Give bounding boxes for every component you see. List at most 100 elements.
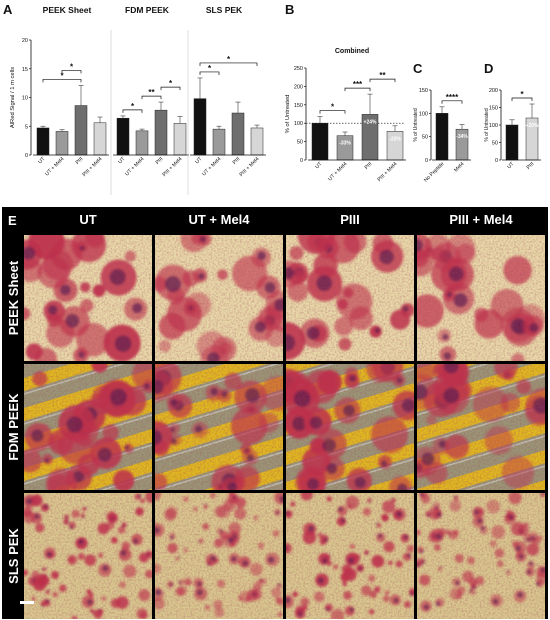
chart-d-y-tick-label: 100 (489, 123, 498, 129)
chart-a-group-1-bar (93, 122, 107, 156)
speckle-texture (24, 235, 152, 361)
chart-a-group-3-bar (250, 127, 264, 156)
micrograph-tile (24, 493, 152, 619)
charts-region: A B C D 0 5 10 15 20 AlRed Signal / 1 m cells… (3, 2, 541, 195)
micrograph-tile-content (417, 364, 545, 490)
speckle-texture (155, 235, 283, 361)
chart-c-y-tick-label: 0 (425, 158, 428, 164)
chart-d-category-label: PIII (526, 161, 536, 171)
chart-a-group-2-category-label: UT + Mel4 (124, 156, 145, 177)
chart-a-y-axis-label: AlRed Signal / 1 m cells (10, 67, 16, 128)
micrograph-tile (155, 493, 283, 619)
chart-b-category-label: UT + Mel4 (327, 161, 348, 182)
chart-c-y-tick-label: 50 (422, 135, 428, 141)
chart-d-category-label: UT (506, 161, 516, 171)
panel-letter-d: D (484, 61, 493, 76)
micrograph-tile (286, 493, 414, 619)
chart-b: 0 50 100 150 200 250 % of Untreated Combined UT -… (285, 48, 406, 183)
chart-a-group-2-significance-bracket (160, 86, 181, 91)
micrograph-tile-content (155, 235, 283, 361)
chart-a-group-1-category-label: PIII + Mel4 (82, 156, 104, 178)
chart-d-y-axis-label: % of Untreated (484, 108, 490, 142)
chart-c-category-label: Mel4 (453, 161, 465, 173)
chart-a-y-tick-label: 0 (25, 153, 28, 159)
chart-a-group-2-bar (116, 117, 130, 156)
row-headers: PEEK Sheet FDM PEEK SLS PEK (6, 260, 21, 584)
chart-d-significance-label: * (520, 90, 524, 99)
micrograph-tile-content (24, 235, 152, 361)
speckle-texture (155, 364, 283, 490)
micrograph-tile-content (155, 364, 283, 490)
chart-a-group-1-title: PEEK Sheet (43, 5, 92, 15)
chart-a-group-2-category-label: PIII (155, 156, 165, 166)
chart-c-y-tick-label: 100 (419, 111, 428, 117)
chart-b-category-label: UT (314, 161, 324, 171)
chart-c-bar-annotation: -34% (456, 134, 468, 140)
chart-d-significance-bracket (511, 97, 533, 101)
chart-c-y-tick-label: 150 (419, 88, 428, 94)
chart-d-bar-annotation: +20% (526, 123, 539, 129)
micrograph-tile-content (417, 493, 545, 619)
chart-a-group-3-category-label: PIII (232, 156, 242, 166)
chart-d-y-tick-label: 200 (489, 88, 498, 94)
chart-d: 0 50 100 150 200 % of Untreated UT +20% PIII * (484, 88, 541, 171)
column-header: PIII + Mel4 (449, 212, 513, 227)
chart-a-group-2-significance-label: * (131, 102, 135, 111)
chart-a-group-2-significance-label: * (169, 79, 173, 88)
chart-a-group-3-category-label: UT (194, 156, 204, 166)
speckle-texture (286, 493, 414, 619)
micrograph-tile-content (286, 493, 414, 619)
chart-d-y-tick-label: 0 (495, 158, 498, 164)
chart-b-y-axis-label: % of Untreated (285, 95, 291, 134)
panel-letter-b: B (285, 2, 294, 17)
column-headers: UT UT + Mel4 PIII PIII + Mel4 (79, 212, 513, 227)
micrograph-tiles (24, 235, 545, 619)
row-header: SLS PEK (6, 528, 21, 584)
chart-b-title: Combined (335, 48, 369, 55)
chart-b-y-tick-label: 250 (294, 66, 303, 72)
chart-a-group-3-category-label: UT + Mel4 (201, 156, 222, 177)
chart-a-group-3-bar (193, 98, 207, 156)
chart-b-bar-annotation: -33% (339, 141, 351, 147)
chart-a-group-2-category-label: PIII + Mel4 (162, 156, 184, 178)
chart-c-significance-bracket (441, 100, 463, 104)
micrograph-tile (286, 364, 414, 490)
chart-c-significance-label: **** (446, 93, 459, 102)
speckle-texture (417, 235, 545, 361)
chart-a-group-1-category-label: PIII (75, 156, 85, 166)
micrograph-tile (417, 364, 545, 490)
chart-a-group-3-category-label: PIII + Mel4 (239, 156, 261, 178)
micrograph-tile (417, 493, 545, 619)
chart-b-bar-annotation: +24% (364, 119, 377, 125)
column-header: PIII (340, 212, 360, 227)
chart-b-y-tick-label: 100 (294, 121, 303, 127)
chart-a-group-3-bar (231, 112, 245, 156)
chart-c: 0 50 100 150 % of Untreated No Peptide -34% Mel… (413, 88, 471, 184)
chart-a-group-1-bar (55, 131, 69, 156)
chart-a-group-2-title: FDM PEEK (125, 5, 170, 15)
chart-b-y-tick-label: 200 (294, 84, 303, 90)
chart-a-group-2-significance-bracket (122, 109, 143, 113)
chart-a-group-2-bar (173, 123, 187, 156)
chart-a: 0 5 10 15 20 AlRed Signal / 1 m cells PEEK She… (10, 5, 266, 195)
chart-b-significance-label: ** (379, 71, 386, 80)
micrograph-tile (286, 235, 414, 361)
chart-a-group-1-significance-bracket (61, 70, 82, 74)
chart-a-y-tick-label: 15 (22, 67, 28, 73)
chart-a-group-1-significance-label: * (60, 71, 64, 80)
micrograph-tile (417, 235, 545, 361)
micrograph-tile-content (24, 364, 152, 490)
chart-a-y-tick-label: 5 (25, 124, 28, 130)
chart-b-y-tick-label: 150 (294, 103, 303, 109)
chart-c-y-axis-label: % of Untreated (413, 108, 419, 142)
micrograph-tile (24, 364, 152, 490)
chart-a-group-1-category-label: UT + Mel4 (44, 156, 65, 177)
speckle-texture (417, 493, 545, 619)
chart-b-significance-label: * (331, 103, 335, 112)
chart-b-bar (336, 135, 354, 161)
chart-a-group-2-bar (135, 130, 149, 156)
micrograph-tile (24, 235, 152, 361)
speckle-texture (417, 364, 545, 490)
chart-a-group-1-category-label: UT (37, 156, 47, 166)
